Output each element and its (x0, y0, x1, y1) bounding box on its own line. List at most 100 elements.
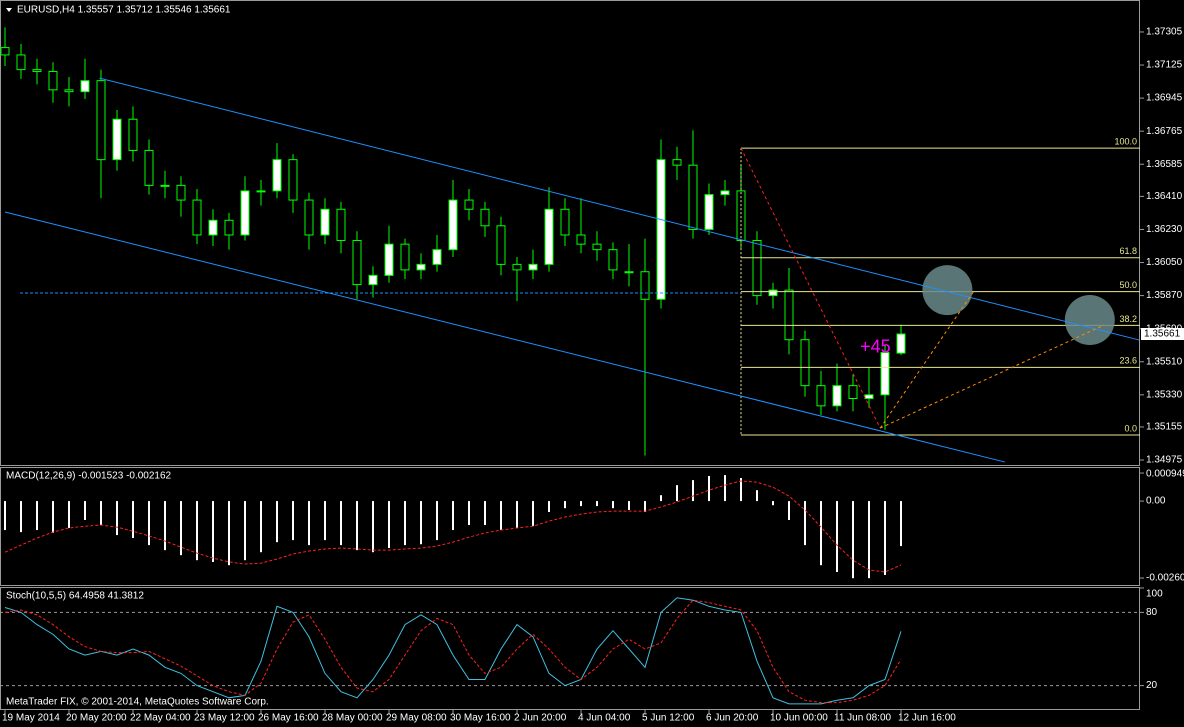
y-tick-label: 1.36945 (1146, 93, 1183, 104)
candle-body (96, 80, 106, 161)
x-tick-label: 30 May 16:00 (450, 713, 511, 724)
candle-body (480, 208, 490, 227)
y-tick-label: 1.36230 (1146, 224, 1183, 235)
trendline (879, 289, 976, 429)
candle-body (576, 234, 586, 245)
candle-body (688, 164, 698, 230)
candle-body (64, 89, 74, 93)
y-tick-label: 1.37125 (1146, 60, 1183, 71)
menu-arrow[interactable] (6, 8, 12, 12)
y-tick-label: 1.34975 (1146, 455, 1183, 466)
candle-body (80, 80, 90, 93)
candle-body (768, 289, 778, 297)
x-tick-label: 20 May 20:00 (66, 713, 127, 724)
copyright: MetaTrader FIX, © 2001-2014, MetaQuotes … (6, 697, 269, 708)
macd-title: MACD(12,26,9) -0.001523 -0.002162 (6, 471, 172, 482)
candle-body (544, 208, 554, 265)
stoch-title: Stoch(10,5,5) 64.4958 41.3812 (6, 591, 144, 602)
x-tick-label: 28 May 00:00 (322, 713, 383, 724)
candle-body (432, 249, 442, 265)
last-price-label: 1.35661 (1144, 329, 1181, 340)
price-pane (0, 0, 1140, 466)
y-tick-label: 20 (1146, 680, 1158, 691)
candle-body (144, 149, 154, 186)
x-tick-label: 11 Jun 08:00 (834, 713, 892, 724)
candle-body (832, 385, 842, 407)
y-tick-label: 1.36050 (1146, 257, 1183, 268)
fibo-label: 23.6 (1119, 356, 1137, 366)
stoch-pane (0, 587, 1140, 710)
y-tick-label: 1.36410 (1146, 191, 1183, 202)
candle-body (192, 199, 202, 236)
candle-body (496, 225, 506, 265)
stoch-line (4, 597, 902, 705)
candle-body (16, 54, 26, 71)
candle-body (48, 70, 58, 91)
chart-title: EURUSD,H4 1.35557 1.35712 1.35546 1.3566… (17, 5, 231, 16)
stoch-line (4, 599, 902, 704)
candle-body (704, 194, 714, 230)
x-tick-label: 26 May 16:00 (258, 713, 319, 724)
candle-body (208, 219, 218, 236)
candle-body (176, 184, 186, 201)
y-tick-label: 1.35155 (1146, 422, 1183, 433)
fibo-label: 61.8 (1119, 246, 1137, 256)
candle-body (112, 118, 122, 161)
candle-body (880, 352, 890, 396)
trendline (740, 147, 881, 429)
candle-body (128, 118, 138, 151)
last-price-box (1141, 328, 1184, 341)
x-tick-label: 19 May 2014 (2, 713, 60, 724)
x-tick-label: 6 Jun 20:00 (706, 713, 759, 724)
candle-body (896, 333, 906, 354)
highlight-circle (922, 265, 973, 316)
candle-body (864, 394, 874, 399)
candle-body (288, 159, 298, 201)
x-tick-label: 5 Jun 12:00 (642, 713, 695, 724)
candle-body (256, 190, 266, 193)
y-tick-label: 1.35510 (1146, 356, 1183, 367)
candle-body (384, 243, 394, 276)
fibo-label: 38.2 (1119, 314, 1137, 324)
y-tick-label: 1.36765 (1146, 126, 1183, 137)
candle-body (720, 190, 730, 196)
candle-body (32, 69, 42, 72)
x-tick-label: 12 Jun 16:00 (898, 713, 956, 724)
candle-body (560, 208, 570, 236)
candle-body (512, 263, 522, 271)
candle-body (464, 199, 474, 210)
candle-body (352, 239, 362, 286)
x-tick-label: 4 Jun 04:00 (578, 713, 631, 724)
x-tick-label: 22 May 04:00 (130, 713, 191, 724)
candle-body (528, 263, 538, 271)
candle-body (160, 184, 170, 187)
candle-body (304, 199, 314, 236)
y-tick-label: 0.00 (1146, 496, 1166, 507)
y-tick-label: -0.002604 (1146, 573, 1184, 584)
candle-body (752, 239, 762, 297)
candle-body (656, 159, 666, 300)
y-tick-label: 100 (1146, 589, 1163, 600)
y-tick-label: 1.37305 (1146, 27, 1183, 38)
candle-body (640, 271, 650, 300)
candle-body (816, 385, 826, 407)
candle-body (0, 47, 10, 56)
candle-body (368, 274, 378, 286)
candle-body (592, 243, 602, 251)
trendline (879, 324, 1105, 429)
macd-signal (4, 480, 902, 573)
y-tick-label: 1.35330 (1146, 389, 1183, 400)
candle-body (848, 385, 858, 399)
trendline (99, 77, 1140, 341)
y-tick-label: 1.36585 (1146, 159, 1183, 170)
candle-body (272, 159, 282, 192)
y-tick-label: 80 (1146, 607, 1158, 618)
highlight-circle (1064, 295, 1115, 346)
candle-body (400, 243, 410, 271)
candle-body (224, 219, 234, 236)
y-tick-label: 1.35870 (1146, 290, 1183, 301)
x-tick-label: 23 May 12:00 (194, 713, 255, 724)
